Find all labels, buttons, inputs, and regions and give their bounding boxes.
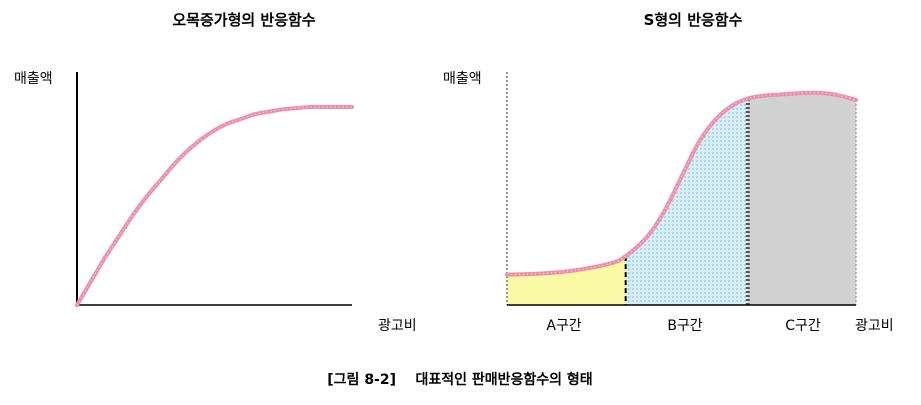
chart-marks [75, 72, 858, 307]
right-chart-xlabel: 광고비 [855, 318, 894, 334]
right-chart-title: S형의 반응함수 [644, 11, 743, 29]
right-chart-ylabel: 매출액 [443, 71, 482, 87]
right-chart-curve [505, 90, 858, 277]
zone-c-fill [747, 93, 856, 305]
left-chart-title: 오목증가형의 반응함수 [172, 11, 315, 29]
figure-caption: [그림 8-2] 대표적인 판매반응함수의 형태 [327, 371, 592, 388]
zone-b-fill [625, 99, 748, 305]
left-chart-curve [75, 104, 354, 307]
left-chart-curve-texture [76, 106, 352, 306]
left-chart-ylabel: 매출액 [14, 71, 53, 87]
left-chart-xlabel: 광고비 [378, 318, 417, 334]
zone-c-label: C구간 [785, 318, 821, 334]
zone-a-label: A구간 [546, 318, 581, 334]
zone-b-label: B구간 [667, 318, 702, 334]
